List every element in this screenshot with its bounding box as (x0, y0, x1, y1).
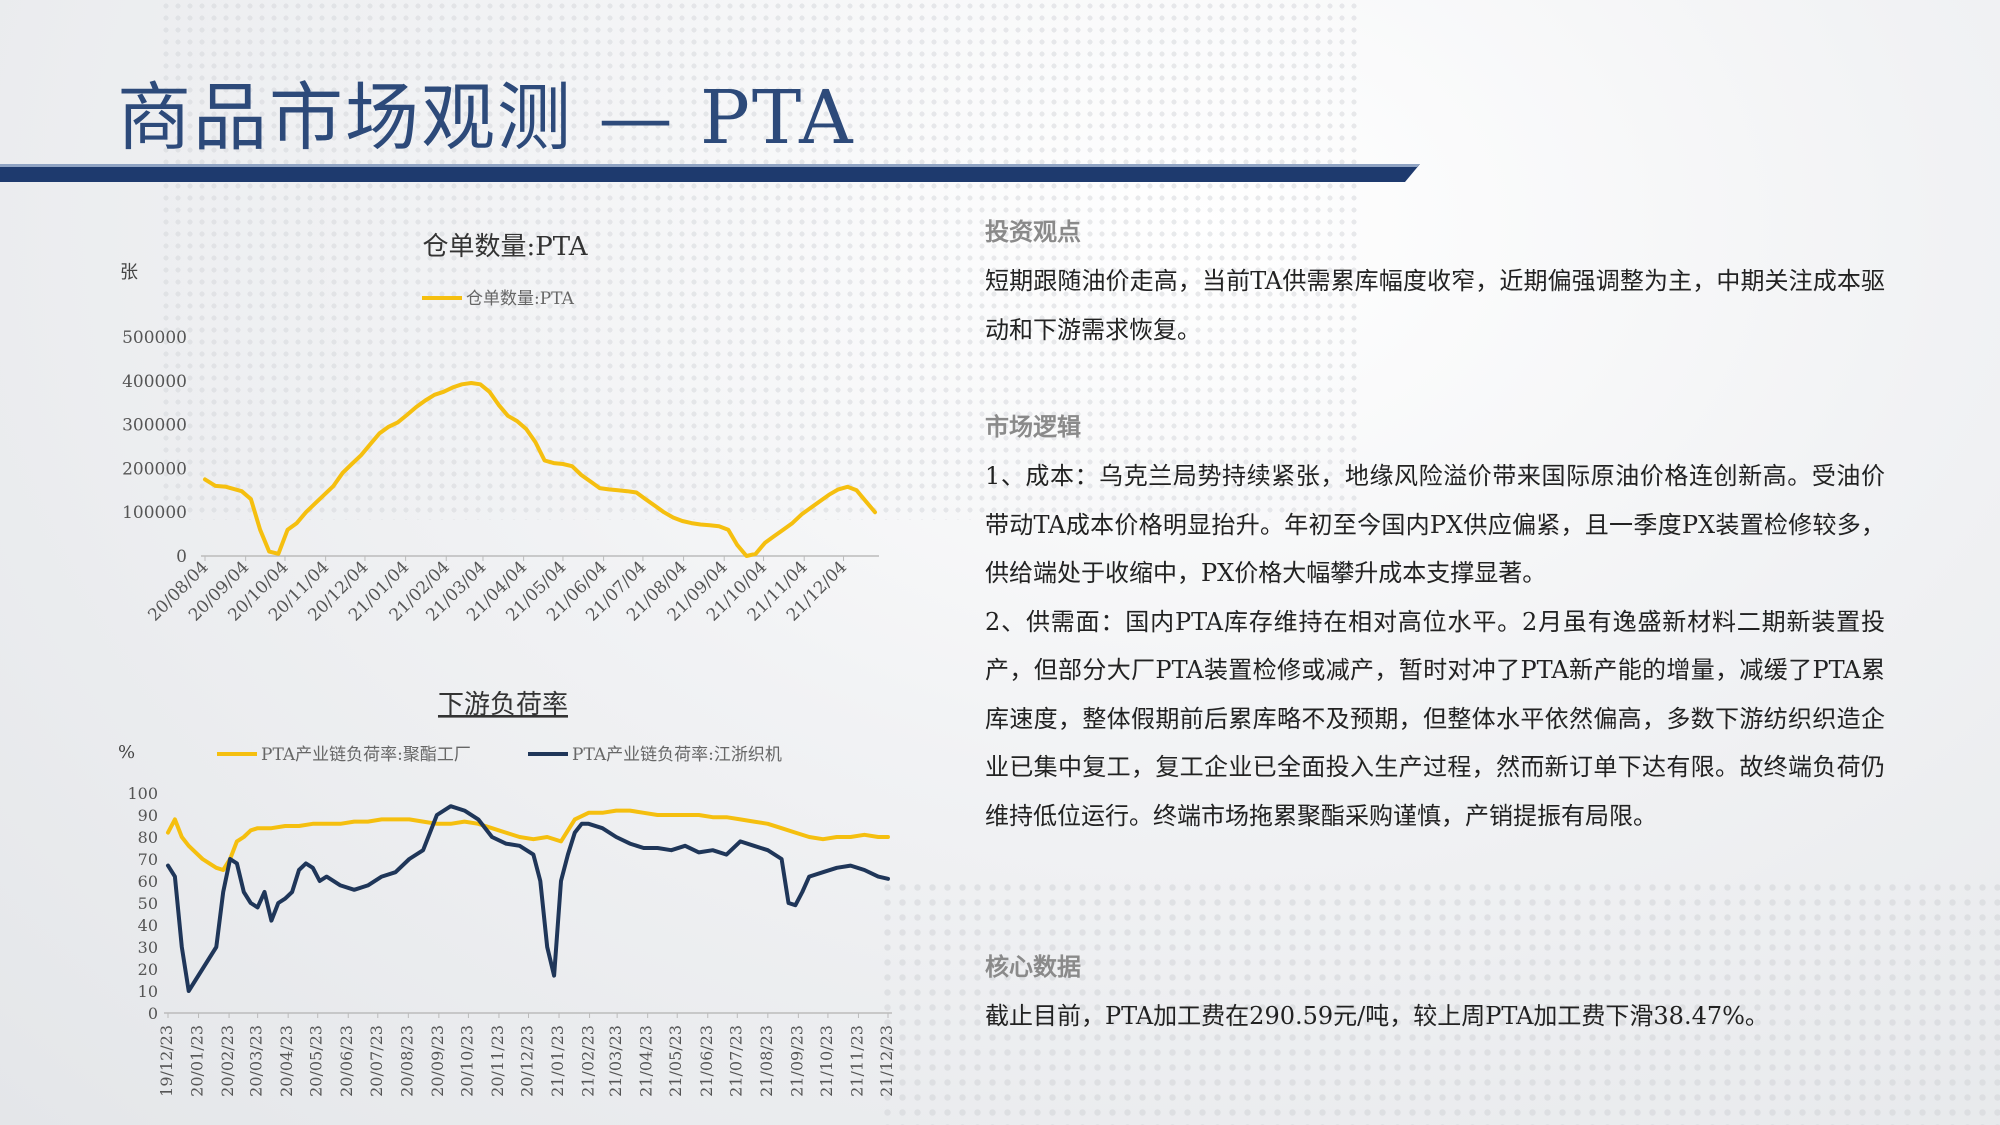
x-tick-label: 20/02/23 (218, 1025, 237, 1097)
x-tick-label: 21/01/23 (548, 1025, 567, 1097)
x-tick-label: 19/12/23 (157, 1025, 176, 1097)
series-line-2 (166, 804, 890, 993)
x-tick-label: 20/01/23 (188, 1025, 207, 1097)
x-tick-label: 21/09/23 (787, 1025, 806, 1097)
x-tick-label: 21/05/23 (666, 1025, 685, 1097)
y-tick-label: 0 (148, 1004, 158, 1023)
y-tick-label: 10 (138, 982, 158, 1001)
title-underline-band (0, 164, 1420, 182)
legend-label-2: PTA产业链负荷率:江浙织机 (572, 745, 782, 765)
x-tick-label: 21/08/23 (757, 1025, 776, 1097)
y-unit-label: 张 (120, 262, 138, 283)
market-logic-section: 市场逻辑 1、成本：乌克兰局势持续紧张，地缘风险溢价带来国际原油价格连创新高。受… (985, 407, 1885, 840)
y-tick-label: 100 (127, 784, 158, 803)
x-tick-label: 20/07/23 (367, 1025, 386, 1097)
y-tick-label: 200000 (122, 459, 187, 479)
market-logic-cost-text: 1、成本：乌克兰局势持续紧张，地缘风险溢价带来国际原油价格连创新高。受油价带动T… (985, 462, 1885, 587)
core-data-text: 截止目前，PTA加工费在290.59元/吨，较上周PTA加工费下滑38.47%。 (985, 1002, 1769, 1030)
legend-label-1: PTA产业链负荷率:聚酯工厂 (261, 745, 471, 765)
x-tick-label: 20/06/23 (337, 1025, 356, 1097)
chart-title: 仓单数量:PTA (423, 232, 589, 262)
investment-view-text: 短期跟随油价走高，当前TA供需累库幅度收窄，近期偏强调整为主，中期关注成本驱动和… (985, 267, 1885, 344)
downstream-load-chart: 下游负荷率% PTA产业链负荷率:聚酯工厂 PTA产业链负荷率:江浙织机 0 10 20 3… (118, 690, 896, 1097)
market-logic-heading: 市场逻辑 (985, 412, 1081, 441)
x-tick-label: 20/08/23 (397, 1025, 416, 1097)
x-tick-label: 21/10/23 (817, 1025, 836, 1097)
x-tick-label: 20/10/23 (457, 1025, 476, 1097)
y-tick-label: 400000 (122, 372, 187, 392)
y-tick-label: 100000 (122, 503, 187, 523)
chart-title: 下游负荷率 (438, 690, 568, 720)
x-tick-label: 21/11/23 (847, 1025, 866, 1097)
x-tick-label: 21/02/23 (579, 1025, 598, 1097)
y-tick-label: 300000 (122, 416, 187, 436)
x-tick-label: 21/03/23 (606, 1025, 625, 1097)
y-tick-label: 30 (138, 938, 158, 957)
x-tick-label: 21/07/23 (726, 1025, 745, 1097)
page-title: 商品市场观测 — PTA (117, 75, 855, 161)
x-tick-label: 20/09/23 (428, 1025, 447, 1097)
y-tick-label: 500000 (122, 328, 187, 348)
x-tick-label: 21/04/23 (637, 1025, 656, 1097)
series-line-1 (203, 381, 877, 558)
x-tick-label: 20/11/23 (488, 1025, 507, 1097)
y-tick-label: 60 (138, 872, 158, 891)
y-tick-label: 20 (138, 960, 158, 979)
core-data-heading: 核心数据 (985, 952, 1081, 981)
legend-label-1: 仓单数量:PTA (466, 289, 575, 309)
market-logic-supply-demand-text: 2、供需面：国内PTA库存维持在相对高位水平。2月虽有逸盛新材料二期新装置投产，… (985, 607, 1885, 830)
x-tick-label: 21/06/23 (697, 1025, 716, 1097)
x-tick-label: 20/05/23 (307, 1025, 326, 1097)
x-tick-label: 21/12/23 (877, 1025, 896, 1097)
x-tick-label: 20/04/23 (277, 1025, 296, 1097)
x-tick-label: 20/03/23 (247, 1025, 266, 1097)
x-tick-label: 20/12/23 (517, 1025, 536, 1097)
investment-view-heading: 投资观点 (985, 217, 1081, 246)
core-data-section: 核心数据 截止目前，PTA加工费在290.59元/吨，较上周PTA加工费下滑38… (985, 947, 1885, 1041)
y-tick-label: 50 (138, 894, 158, 913)
y-tick-label: 0 (176, 547, 187, 567)
y-tick-label: 70 (138, 850, 158, 869)
warehouse-receipt-chart: 仓单数量:PTA张仓单数量:PTA01000002000003000004000… (120, 232, 879, 626)
y-tick-label: 40 (138, 916, 158, 935)
y-tick-label: 80 (138, 828, 158, 847)
investment-view-section: 投资观点 短期跟随油价走高，当前TA供需累库幅度收窄，近期偏强调整为主，中期关注… (985, 212, 1885, 354)
y-tick-label: 90 (138, 806, 158, 825)
y-unit-label: % (118, 742, 135, 763)
